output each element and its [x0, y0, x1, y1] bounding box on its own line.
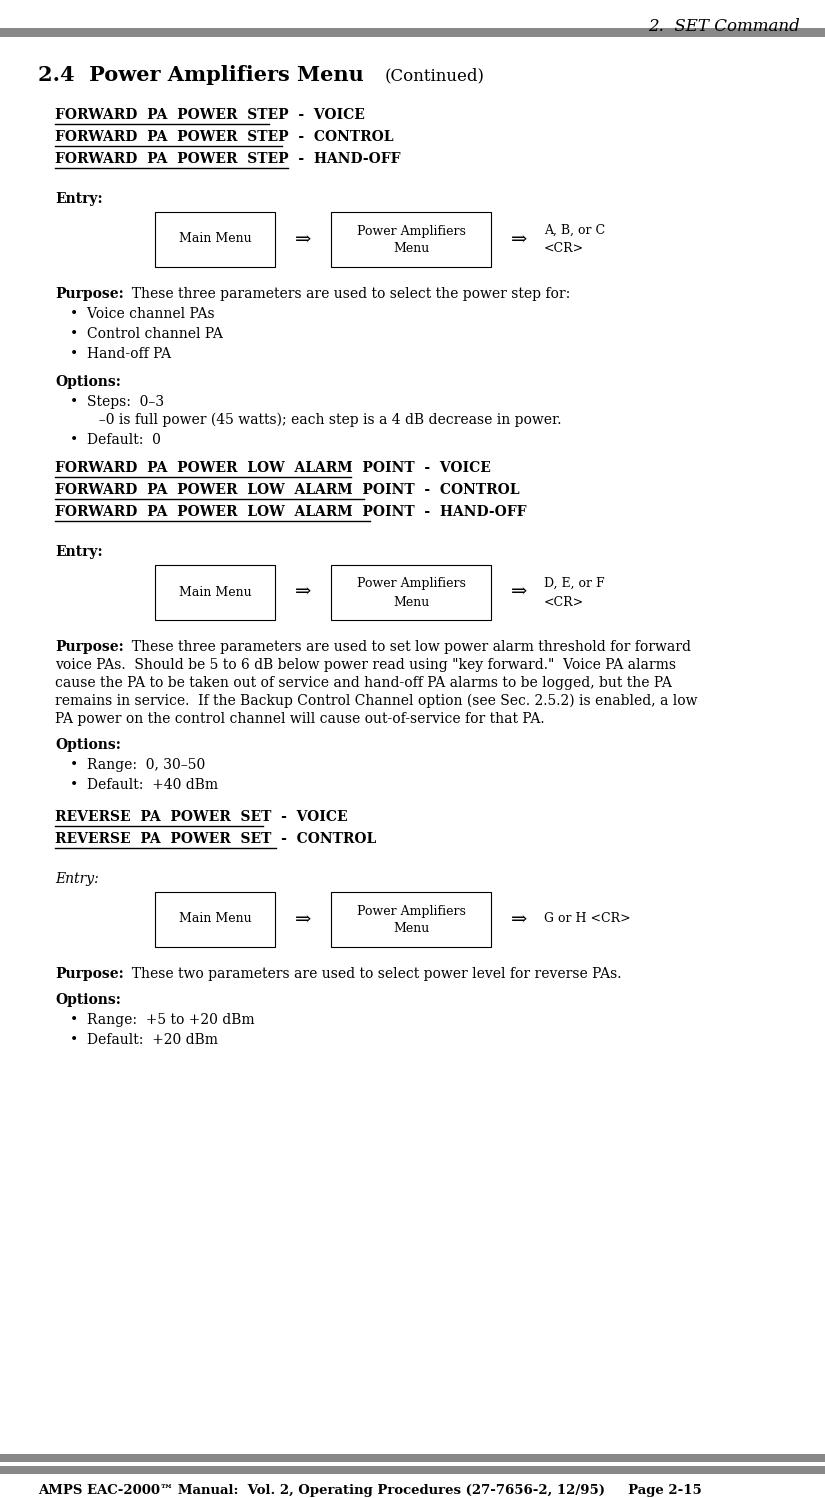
Text: Entry:: Entry: [55, 545, 102, 559]
Text: These two parameters are used to select power level for reverse PAs.: These two parameters are used to select … [123, 968, 621, 981]
Text: FORWARD  PA  POWER  STEP  -  HAND-OFF: FORWARD PA POWER STEP - HAND-OFF [55, 151, 400, 166]
Text: voice PAs.  Should be 5 to 6 dB below power read using "key forward."  Voice PA : voice PAs. Should be 5 to 6 dB below pow… [55, 658, 676, 673]
Text: AMPS EAC-2000™ Manual:  Vol. 2, Operating Procedures (27-7656-2, 12/95)     Page: AMPS EAC-2000™ Manual: Vol. 2, Operating… [38, 1485, 702, 1497]
Text: REVERSE  PA  POWER  SET  -  CONTROL: REVERSE PA POWER SET - CONTROL [55, 831, 376, 846]
Text: Power Amplifiers: Power Amplifiers [356, 225, 465, 238]
Text: Options:: Options: [55, 993, 121, 1007]
Text: FORWARD  PA  POWER  STEP  -  VOICE: FORWARD PA POWER STEP - VOICE [55, 108, 365, 121]
Text: •  Default:  +40 dBm: • Default: +40 dBm [70, 777, 218, 792]
Text: Options:: Options: [55, 739, 121, 752]
Text: •  Range:  0, 30–50: • Range: 0, 30–50 [70, 758, 205, 771]
Text: FORWARD  PA  POWER  LOW  ALARM  POINT  -  HAND-OFF: FORWARD PA POWER LOW ALARM POINT - HAND-… [55, 505, 526, 518]
Text: ⇒: ⇒ [511, 231, 527, 249]
Text: ⇒: ⇒ [295, 909, 311, 927]
Text: •  Range:  +5 to +20 dBm: • Range: +5 to +20 dBm [70, 1013, 255, 1028]
Text: FORWARD  PA  POWER  LOW  ALARM  POINT  -  VOICE: FORWARD PA POWER LOW ALARM POINT - VOICE [55, 461, 491, 475]
Text: ⇒: ⇒ [511, 583, 527, 601]
Text: PA power on the control channel will cause out-of-service for that PA.: PA power on the control channel will cau… [55, 712, 544, 727]
Text: Power Amplifiers: Power Amplifiers [356, 578, 465, 590]
Text: Menu: Menu [393, 596, 429, 608]
Text: (Continued): (Continued) [385, 67, 485, 84]
Text: ⇒: ⇒ [295, 583, 311, 601]
Text: •  Default:  +20 dBm: • Default: +20 dBm [70, 1034, 218, 1047]
Bar [331, 213, 491, 267]
Text: FORWARD  PA  POWER  LOW  ALARM  POINT  -  CONTROL: FORWARD PA POWER LOW ALARM POINT - CONTR… [55, 482, 520, 497]
Text: remains in service.  If the Backup Control Channel option (see Sec. 2.5.2) is en: remains in service. If the Backup Contro… [55, 694, 697, 709]
Text: Purpose:: Purpose: [55, 288, 124, 301]
Text: Menu: Menu [393, 243, 429, 256]
Text: A, B, or C: A, B, or C [544, 223, 605, 237]
Text: 2.  SET Command: 2. SET Command [648, 18, 800, 34]
Text: Purpose:: Purpose: [55, 640, 124, 655]
Text: –0 is full power (45 watts); each step is a 4 dB decrease in power.: –0 is full power (45 watts); each step i… [90, 413, 562, 427]
Text: Entry:: Entry: [55, 192, 102, 207]
Bar [0, 28, 825, 37]
Text: FORWARD  PA  POWER  STEP  -  CONTROL: FORWARD PA POWER STEP - CONTROL [55, 130, 394, 144]
Text: Options:: Options: [55, 374, 121, 389]
Bar [155, 891, 275, 947]
Text: Main Menu: Main Menu [179, 586, 252, 599]
Text: Menu: Menu [393, 923, 429, 935]
Text: Power Amplifiers: Power Amplifiers [356, 905, 465, 917]
Text: Main Menu: Main Menu [179, 232, 252, 246]
Text: cause the PA to be taken out of service and hand-off PA alarms to be logged, but: cause the PA to be taken out of service … [55, 676, 672, 691]
Bar [331, 565, 491, 620]
Bar [0, 1467, 825, 1474]
Text: ⇒: ⇒ [511, 909, 527, 927]
Text: These three parameters are used to set low power alarm threshold for forward: These three parameters are used to set l… [123, 640, 691, 655]
Text: D, E, or F: D, E, or F [544, 577, 605, 590]
Text: •  Hand-off PA: • Hand-off PA [70, 348, 171, 361]
Bar [155, 213, 275, 267]
Text: •  Voice channel PAs: • Voice channel PAs [70, 307, 214, 321]
Text: REVERSE  PA  POWER  SET  -  VOICE: REVERSE PA POWER SET - VOICE [55, 810, 347, 824]
Bar [155, 565, 275, 620]
Text: Entry:: Entry: [55, 872, 99, 885]
Text: These three parameters are used to select the power step for:: These three parameters are used to selec… [123, 288, 570, 301]
Text: •  Control channel PA: • Control channel PA [70, 327, 223, 342]
Text: •  Steps:  0–3: • Steps: 0–3 [70, 395, 164, 409]
Text: <CR>: <CR> [544, 243, 584, 256]
Text: ⇒: ⇒ [295, 231, 311, 249]
Text: Purpose:: Purpose: [55, 968, 124, 981]
Text: •  Default:  0: • Default: 0 [70, 433, 161, 446]
Bar [331, 891, 491, 947]
Text: <CR>: <CR> [544, 596, 584, 608]
Text: 2.4  Power Amplifiers Menu: 2.4 Power Amplifiers Menu [38, 64, 364, 85]
Text: Main Menu: Main Menu [179, 912, 252, 926]
Text: G or H <CR>: G or H <CR> [544, 912, 630, 926]
Bar [0, 1455, 825, 1462]
